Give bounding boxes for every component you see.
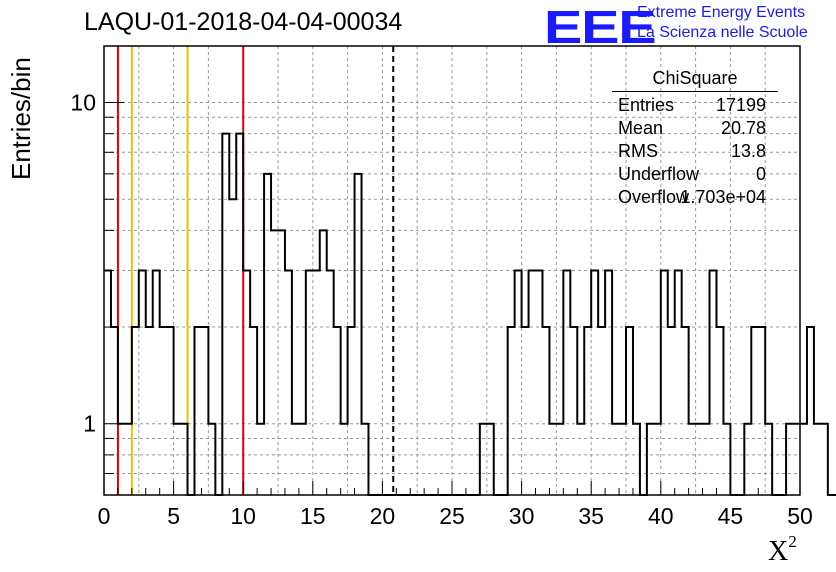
stats-value: 20.78	[720, 118, 766, 138]
chart-title: LAQU-01-2018-04-04-00034	[84, 8, 403, 36]
stats-value: 0	[755, 164, 766, 184]
histogram-outline	[104, 132, 836, 496]
x-tick-label: 50	[787, 503, 813, 529]
x-tick-label: 40	[648, 503, 674, 529]
stats-key: RMS	[618, 141, 658, 161]
stats-row-mean: Mean 20.78	[612, 117, 778, 140]
stats-row-underflow: Underflow 0	[612, 163, 778, 186]
y-tick-label: 10	[70, 90, 96, 116]
stats-value: 1.703e+04	[680, 187, 766, 207]
logo-mark: EEE	[544, 1, 657, 53]
stats-value: 13.8	[730, 141, 766, 161]
y-tick-label: 1	[83, 411, 96, 437]
x-tick-label: 10	[230, 503, 256, 529]
stats-key: Overflow	[618, 187, 690, 207]
logo-line-2: La Scienza nelle Scuole	[637, 24, 808, 41]
stats-row-entries: Entries 17199	[612, 94, 778, 117]
x-tick-label: 15	[300, 503, 326, 529]
stats-title: ChiSquare	[612, 68, 778, 92]
x-tick-label: 45	[718, 503, 744, 529]
x-axis-label: X2	[768, 532, 797, 568]
x-axis-label-sup: 2	[788, 532, 797, 551]
logo-line-1: Extreme Energy Events	[637, 4, 806, 21]
stats-row-overflow: Overflow 1.703e+04	[612, 186, 778, 209]
x-tick-label: 5	[167, 503, 180, 529]
axis-ticks: 0 5 10 15 20 25 30 35 40 45 50 1 10	[70, 90, 812, 529]
y-axis-label: Entries/bin	[6, 57, 36, 180]
x-tick-label: 30	[509, 503, 535, 529]
stats-value: 17199	[715, 95, 766, 115]
stats-key: Mean	[618, 118, 664, 138]
stats-key: Underflow	[618, 164, 700, 184]
stats-key: Entries	[618, 95, 675, 115]
stats-row-rms: RMS 13.8	[612, 140, 778, 163]
x-tick-label: 25	[439, 503, 465, 529]
x-axis-label-main: X	[768, 536, 789, 567]
x-tick-label: 35	[578, 503, 604, 529]
x-tick-label: 0	[98, 503, 111, 529]
stats-box: ChiSquare Entries 17199 Mean 20.78 RMS 13.8…	[612, 68, 778, 209]
x-tick-label: 20	[370, 503, 396, 529]
